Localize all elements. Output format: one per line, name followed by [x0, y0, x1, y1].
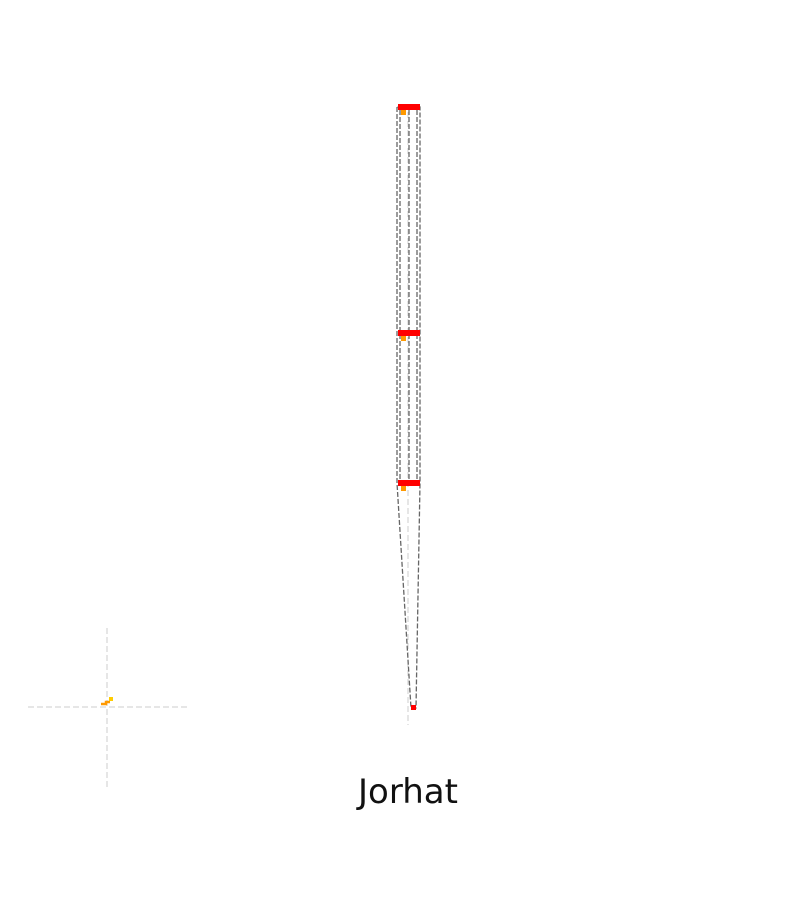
left-crosshair	[28, 628, 188, 788]
orange-dot-middle	[401, 336, 406, 341]
left-marker-orange	[101, 700, 110, 706]
level-markers	[398, 104, 420, 710]
orange-dot-lower	[401, 486, 406, 491]
level-marker-lower	[398, 480, 420, 486]
orange-dot-top	[401, 110, 406, 115]
orange-dots	[401, 110, 406, 491]
left-marker-yellow	[109, 697, 113, 701]
place-name-caption: Jorhat	[358, 772, 458, 812]
left-marker	[101, 697, 113, 706]
level-marker-middle	[398, 330, 420, 336]
level-marker-tip	[411, 705, 416, 710]
level-marker-top	[398, 104, 420, 110]
